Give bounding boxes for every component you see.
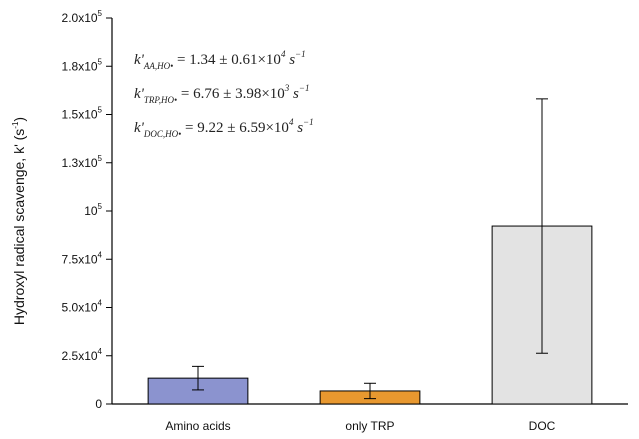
y-tick-label: 0 — [95, 397, 102, 411]
rate-constant-annotation: k'DOC,HO• = 9.22 ± 6.59×104 s−1 — [134, 117, 314, 139]
x-category-label: Amino acids — [165, 419, 230, 433]
y-tick-label: 2.0x105 — [62, 9, 103, 25]
y-axis-label: Hydroxyl radical scavenge, k' (s-1) — [11, 117, 27, 325]
y-tick-label: 5.0x104 — [62, 299, 103, 315]
error-bars — [192, 98, 548, 400]
y-tick-label: 7.5x104 — [62, 250, 103, 266]
y-axis-ticks: 0 2.5x104 5.0x104 7.5x104 105 1.3x105 1.5x105 1… — [62, 9, 112, 411]
y-tick-label: 1.5x105 — [62, 106, 103, 122]
rate-constant-annotation: k'TRP,HO• = 6.76 ± 3.98×103 s−1 — [134, 83, 309, 105]
y-tick-label: 2.5x104 — [62, 347, 103, 363]
y-tick-label: 1.8x105 — [62, 57, 103, 73]
bars — [147, 225, 593, 405]
y-tick-label: 1.3x105 — [62, 154, 103, 170]
rate-constant-annotation: k'AA,HO• = 1.34 ± 0.61×104 s−1 — [134, 49, 306, 71]
y-tick-label: 105 — [84, 202, 102, 218]
x-category-label: DOC — [529, 419, 556, 433]
x-category-label: only TRP — [345, 419, 394, 433]
rate-constant-annotations: k'AA,HO• = 1.34 ± 0.61×104 s−1 k'TRP,HO• … — [134, 49, 314, 139]
x-axis-labels: Amino acids only TRP DOC — [165, 419, 555, 433]
